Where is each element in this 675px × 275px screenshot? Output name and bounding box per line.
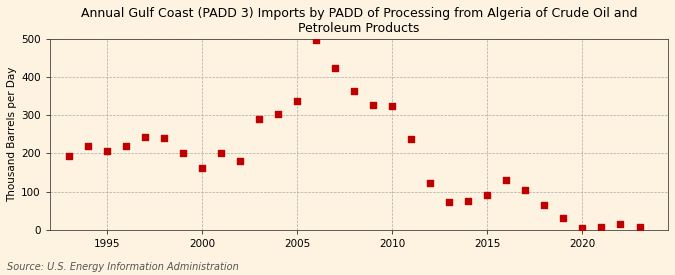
Title: Annual Gulf Coast (PADD 3) Imports by PADD of Processing from Algeria of Crude O: Annual Gulf Coast (PADD 3) Imports by PA… [80,7,637,35]
Point [349,89,360,94]
Point [501,178,512,182]
Point [310,38,321,42]
Point [520,188,531,193]
Point [406,137,416,142]
Point [463,199,474,203]
Point [558,216,569,220]
Point [215,151,226,156]
Point [444,199,455,204]
Point [387,103,398,108]
Text: Source: U.S. Energy Information Administration: Source: U.S. Energy Information Administ… [7,262,238,272]
Point [235,159,246,163]
Point [539,203,550,207]
Point [596,225,607,229]
Point [101,148,112,153]
Y-axis label: Thousand Barrels per Day: Thousand Barrels per Day [7,67,17,202]
Point [273,112,284,116]
Point [159,136,169,140]
Point [196,166,207,170]
Point [634,224,645,229]
Point [120,144,131,148]
Point [577,226,588,230]
Point [292,98,302,103]
Point [615,222,626,227]
Point [178,151,188,156]
Point [140,135,151,139]
Point [482,193,493,198]
Point [368,102,379,107]
Point [425,181,435,185]
Point [254,117,265,121]
Point [82,144,93,148]
Point [329,66,340,70]
Point [63,154,74,159]
